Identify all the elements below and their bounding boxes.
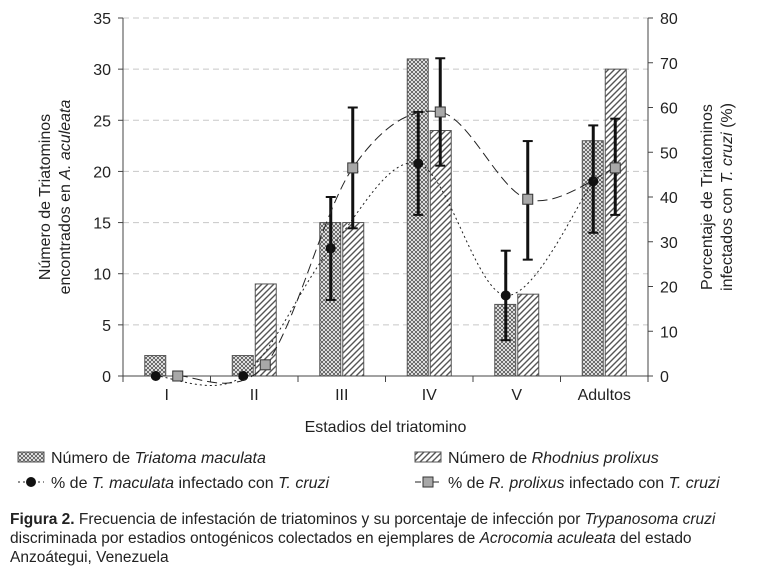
caption-label: Figura 2. xyxy=(10,511,75,528)
line-prolixus xyxy=(177,110,616,384)
bar-prolixus xyxy=(342,222,365,377)
y-axis-title-right-line2: infectados con T. cruzi (%) xyxy=(719,103,736,291)
caption-italic-1: Trypanosoma cruzi xyxy=(584,511,716,528)
bar-prolixus xyxy=(429,130,452,377)
caption-italic-2: Acrocomia aculeata xyxy=(479,530,616,547)
tick-label-right: 30 xyxy=(660,235,678,252)
point-maculata xyxy=(500,290,511,301)
point-prolixus xyxy=(172,370,184,382)
bar-maculata xyxy=(406,58,429,377)
legend: Número de Triatoma maculata Número de Rho… xyxy=(17,450,720,492)
tick-label-right: 70 xyxy=(660,56,678,73)
tick-label-right: 10 xyxy=(660,324,678,341)
point-prolixus xyxy=(609,162,621,174)
x-tick-label: II xyxy=(250,387,259,404)
x-tick-label: V xyxy=(511,387,522,404)
bar-prolixus xyxy=(517,293,540,377)
tick-label-left: 25 xyxy=(93,113,111,130)
tick-label-left: 15 xyxy=(93,216,111,233)
point-prolixus xyxy=(434,106,446,118)
axes-layer xyxy=(118,17,653,382)
bar-prolixus xyxy=(604,68,627,377)
tick-label-left: 20 xyxy=(93,164,111,181)
tick-label-left: 10 xyxy=(93,267,111,284)
point-prolixus xyxy=(522,193,534,205)
legend-marker-prolixus xyxy=(422,476,434,488)
x-axis-title: Estadios del triatomino xyxy=(305,419,467,436)
x-tick-label: Adultos xyxy=(578,387,631,404)
point-prolixus xyxy=(259,359,271,371)
y-axis-title-left-line1: Número de Triatominos xyxy=(37,114,54,280)
x-tick-label: IV xyxy=(422,387,437,404)
x-tick-label: I xyxy=(165,387,169,404)
point-maculata xyxy=(413,158,424,169)
tick-label-right: 20 xyxy=(660,280,678,297)
x-tick-label: III xyxy=(335,387,348,404)
tick-label-right: 0 xyxy=(660,369,669,386)
y-axis-title-left-line2: encontrados en A. aculeata xyxy=(57,100,74,295)
grid-layer xyxy=(123,17,648,326)
bars-layer xyxy=(144,58,627,377)
legend-label-infected-maculata: % de T. maculata infectado con T. cruzi xyxy=(51,475,330,492)
tick-label-right: 50 xyxy=(660,145,678,162)
point-prolixus xyxy=(347,162,359,174)
point-maculata xyxy=(325,243,336,254)
legend-swatch-maculata xyxy=(17,451,45,463)
figure-caption: Figura 2. Frecuencia de infestación de t… xyxy=(10,510,758,567)
tick-label-left: 5 xyxy=(102,318,111,335)
caption-text-2: discriminada por estadios ontogénicos co… xyxy=(10,530,480,547)
legend-swatch-prolixus xyxy=(414,451,442,463)
tick-label-left: 0 xyxy=(102,369,111,386)
point-maculata xyxy=(238,371,249,381)
y-axis-title-right-line1: Porcentaje de Triatominos xyxy=(699,104,716,290)
legend-label-infected-prolixus: % de R. prolixus infectado con T. cruzi xyxy=(448,475,720,492)
tick-label-right: 80 xyxy=(660,11,678,28)
tick-label-left: 30 xyxy=(93,62,111,79)
tick-label-right: 40 xyxy=(660,190,678,207)
tick-label-left: 35 xyxy=(93,11,111,28)
tick-label-right: 60 xyxy=(660,101,678,118)
legend-marker-maculata xyxy=(26,477,36,487)
legend-label-prolixus: Número de Rhodnius prolixus xyxy=(448,450,659,467)
legend-label-maculata: Número de Triatoma maculata xyxy=(51,450,266,467)
caption-text-1: Frecuencia de infestación de triatominos… xyxy=(74,511,585,528)
point-maculata xyxy=(150,371,161,381)
caption-text-3: del estado Anzoátegui, Venezuela xyxy=(10,530,692,566)
lines-layer xyxy=(150,57,621,386)
